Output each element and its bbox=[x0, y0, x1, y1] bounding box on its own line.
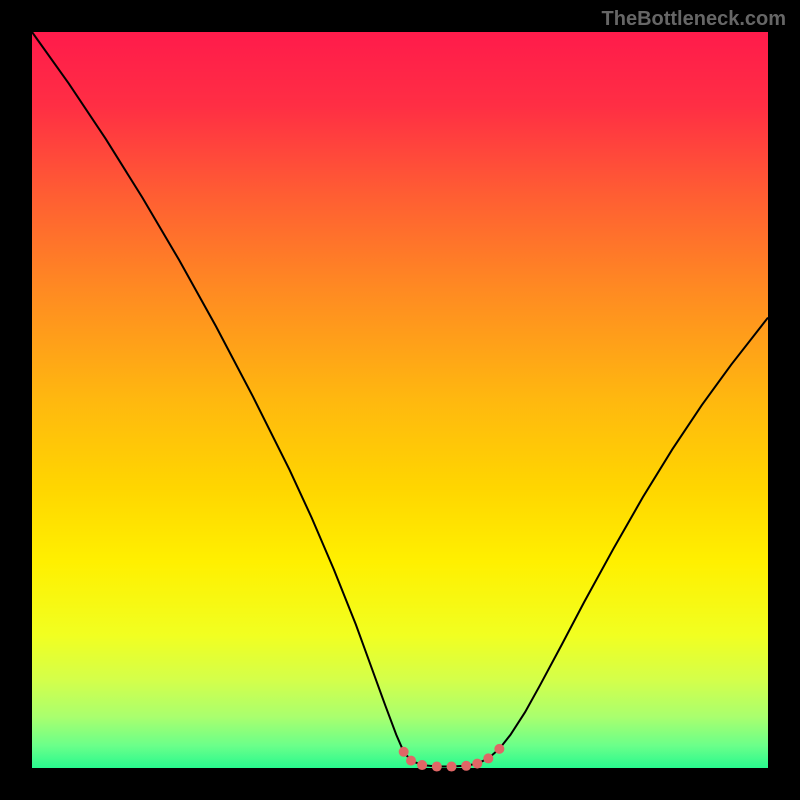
trough-marker bbox=[399, 747, 409, 757]
chart-svg bbox=[0, 0, 800, 800]
trough-marker bbox=[447, 762, 457, 772]
watermark-text: TheBottleneck.com bbox=[602, 8, 786, 31]
trough-marker bbox=[432, 762, 442, 772]
trough-marker bbox=[472, 759, 482, 769]
bottleneck-curve bbox=[32, 32, 768, 767]
trough-marker bbox=[461, 761, 471, 771]
trough-marker bbox=[406, 756, 416, 766]
trough-marker bbox=[494, 744, 504, 754]
trough-marker bbox=[483, 753, 493, 763]
trough-marker bbox=[417, 760, 427, 770]
